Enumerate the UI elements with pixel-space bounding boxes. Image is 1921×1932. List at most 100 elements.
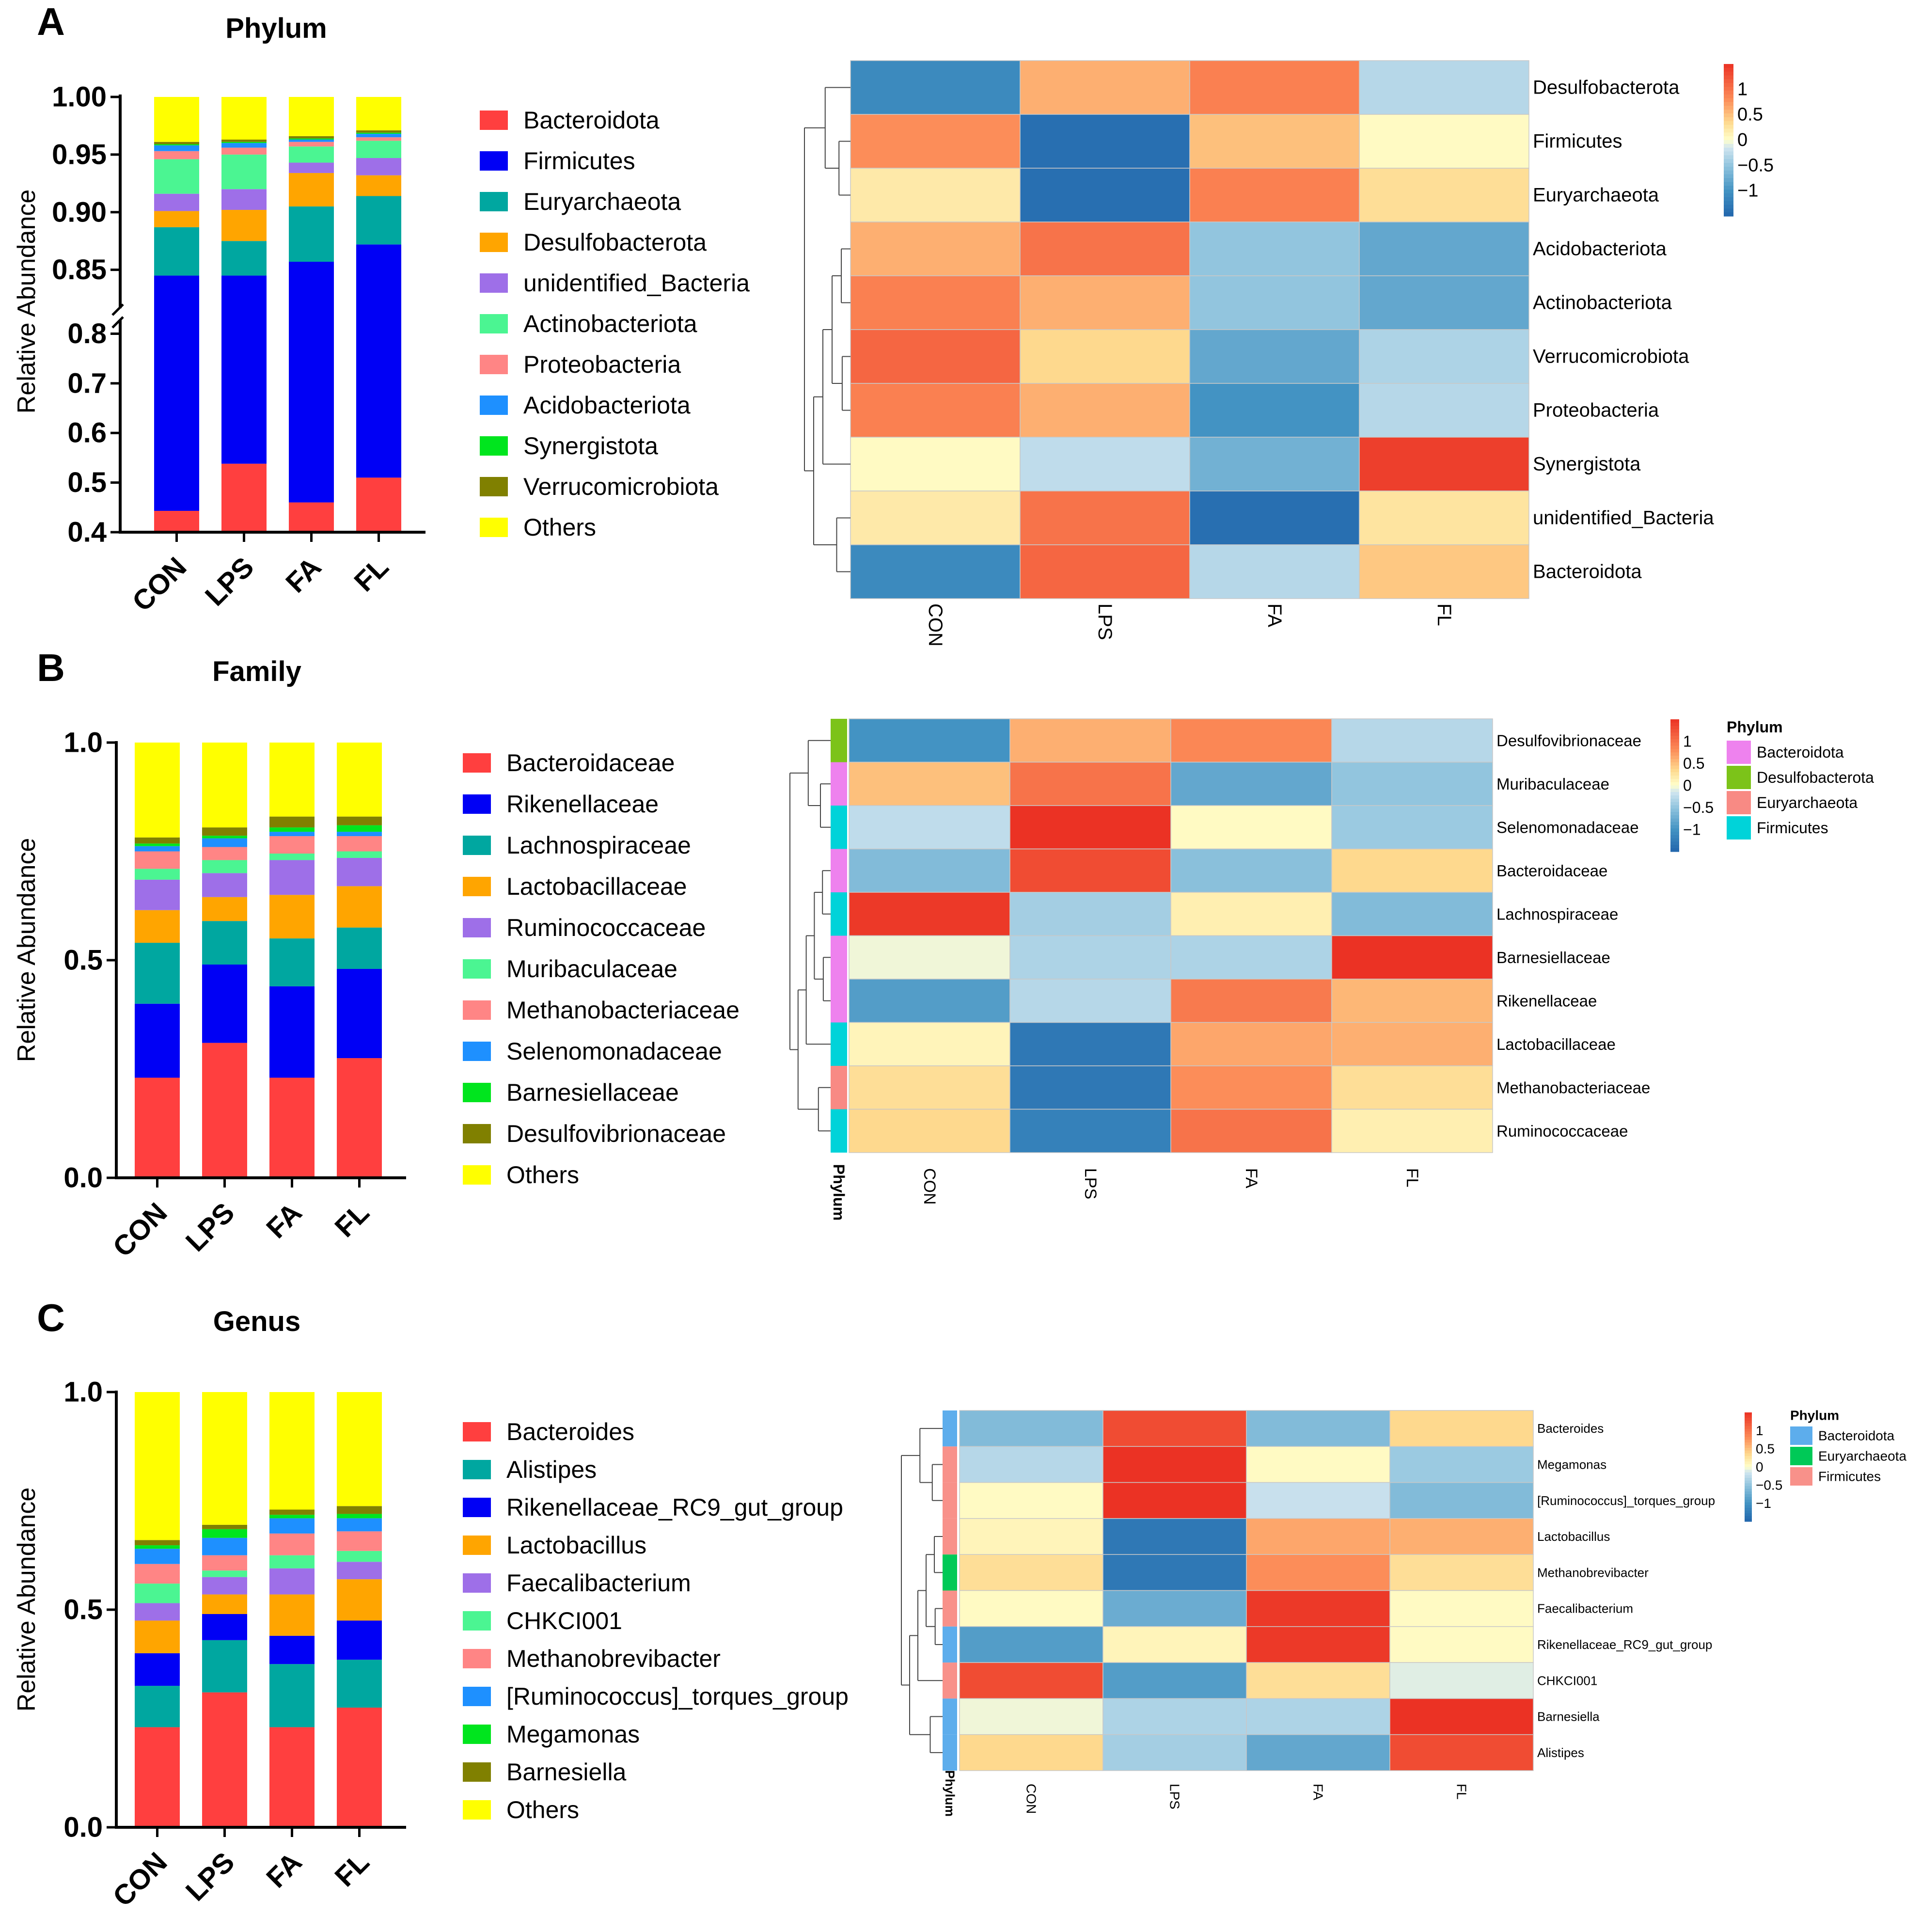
bar-segment bbox=[221, 139, 267, 142]
legend-label: Actinobacteriota bbox=[523, 310, 697, 337]
heatmap-cell bbox=[850, 168, 1021, 222]
heatmap-cell bbox=[1170, 761, 1332, 806]
legend-swatch bbox=[463, 1422, 491, 1441]
colorbar-step bbox=[1670, 756, 1679, 760]
heatmap-cell bbox=[1009, 935, 1171, 980]
heatmap-cell bbox=[1170, 935, 1332, 980]
bar-segment bbox=[269, 816, 315, 828]
legend-label: CHKCI001 bbox=[506, 1607, 622, 1634]
legend-label: Rikenellaceae_RC9_gut_group bbox=[506, 1494, 843, 1521]
colorbar-step bbox=[1670, 792, 1679, 796]
colorbar-step bbox=[1745, 1500, 1752, 1503]
heatmap-cell bbox=[1246, 1698, 1390, 1735]
colorbar-step bbox=[1724, 147, 1733, 152]
heatmap-cell bbox=[850, 383, 1021, 438]
bar-segment bbox=[289, 206, 334, 262]
heatmap-cell bbox=[1389, 1410, 1534, 1447]
bar-segment bbox=[356, 134, 401, 138]
heatmap-cell bbox=[1170, 1065, 1332, 1110]
x-tick-label: CON bbox=[107, 1197, 173, 1263]
heatmap-cell bbox=[1170, 805, 1332, 850]
heatmap-row-label: Methanobrevibacter bbox=[1537, 1565, 1649, 1580]
colorbar-step bbox=[1670, 765, 1679, 769]
heatmap-cell bbox=[1102, 1662, 1247, 1699]
bar-segment bbox=[154, 145, 199, 151]
colorbar-step bbox=[1745, 1491, 1752, 1495]
legend-label: Firmicutes bbox=[523, 147, 635, 174]
bar-segment bbox=[337, 1506, 382, 1514]
heatmap-cell bbox=[1020, 275, 1190, 330]
colorbar-step bbox=[1724, 178, 1733, 182]
legend-swatch bbox=[463, 1725, 491, 1744]
heatmap-col-label: CON bbox=[920, 1168, 939, 1205]
heatmap-cell bbox=[850, 329, 1021, 384]
heatmap-cell bbox=[1389, 1734, 1534, 1771]
bar-segment bbox=[337, 857, 382, 887]
colorbar-step bbox=[1724, 75, 1733, 79]
bar-segment bbox=[337, 825, 382, 832]
bar-segment bbox=[154, 211, 199, 227]
heatmap-col-label: FL bbox=[1454, 1784, 1469, 1800]
legend-label: Bacteroides bbox=[506, 1418, 634, 1445]
colorbar-step bbox=[1670, 782, 1679, 786]
colorbar-step bbox=[1670, 845, 1679, 849]
x-tick-label: LPS bbox=[199, 551, 260, 612]
heatmap-row-label: Ruminococcaceae bbox=[1496, 1122, 1628, 1140]
bar-segment bbox=[221, 463, 267, 532]
colorbar-step bbox=[1670, 805, 1679, 809]
heatmap-row-label: Lactobacillus bbox=[1537, 1529, 1610, 1544]
colorbar-step bbox=[1670, 759, 1679, 763]
legend-swatch bbox=[480, 355, 508, 374]
heatmap-cell bbox=[1009, 761, 1171, 806]
heatmap-cell bbox=[1246, 1518, 1390, 1555]
heatmap-cell bbox=[1389, 1590, 1534, 1627]
colorbar-step bbox=[1670, 848, 1679, 852]
bar-segment bbox=[289, 139, 334, 142]
bar-segment bbox=[135, 910, 180, 943]
bar-segment bbox=[289, 138, 334, 140]
colorbar-step bbox=[1670, 822, 1679, 825]
colorbar-tick-label: −1 bbox=[1737, 181, 1758, 201]
heatmap-cell bbox=[1189, 383, 1360, 438]
y-tick-label: 0.5 bbox=[63, 945, 103, 976]
bar-segment bbox=[135, 1603, 180, 1621]
colorbar-step bbox=[1745, 1453, 1752, 1457]
heatmap-cell bbox=[1246, 1734, 1390, 1771]
bar-segment bbox=[202, 1594, 247, 1614]
heatmap-row-label: [Ruminococcus]_torques_group bbox=[1537, 1493, 1715, 1508]
heatmap-cell bbox=[1009, 892, 1171, 936]
heatmap-cell bbox=[1102, 1446, 1247, 1483]
heatmap-cell bbox=[849, 848, 1010, 893]
heatmap-row-label: Proteobacteria bbox=[1533, 400, 1659, 421]
colorbar-step bbox=[1745, 1420, 1752, 1424]
bar-segment bbox=[269, 938, 315, 986]
bar-segment bbox=[356, 137, 401, 141]
heatmap-row-label: Desulfovibrionaceae bbox=[1496, 731, 1641, 749]
legend-swatch bbox=[463, 1687, 491, 1706]
y-tick-label: 0.0 bbox=[63, 1162, 103, 1194]
y-tick-label: 0.0 bbox=[63, 1812, 103, 1843]
annotation-swatch bbox=[1790, 1467, 1812, 1486]
bar-segment bbox=[202, 897, 247, 921]
bar-segment bbox=[202, 964, 247, 1043]
y-tick-label: 0.85 bbox=[52, 254, 107, 285]
heatmap-col-label: LPS bbox=[1167, 1784, 1182, 1809]
bar-segment bbox=[269, 827, 315, 832]
colorbar-step bbox=[1724, 87, 1733, 91]
annotation-cell bbox=[831, 806, 847, 849]
colorbar-step bbox=[1670, 742, 1679, 746]
colorbar-step bbox=[1670, 749, 1679, 753]
colorbar-step bbox=[1670, 812, 1679, 816]
heatmap-cell bbox=[1189, 437, 1360, 491]
colorbar-step bbox=[1724, 128, 1733, 133]
colorbar-step bbox=[1745, 1480, 1752, 1484]
colorbar-step bbox=[1724, 132, 1733, 137]
colorbar-step bbox=[1724, 159, 1733, 163]
heatmap-row-label: Euryarchaeota bbox=[1533, 185, 1659, 206]
annotation-swatch bbox=[1727, 741, 1751, 764]
heatmap-cell bbox=[1359, 168, 1529, 222]
legend-label: Barnesiella bbox=[506, 1758, 627, 1786]
legend-label: Ruminococcaceae bbox=[506, 914, 706, 941]
legend-label: Faecalibacterium bbox=[506, 1569, 691, 1597]
bar-segment bbox=[202, 1570, 247, 1577]
